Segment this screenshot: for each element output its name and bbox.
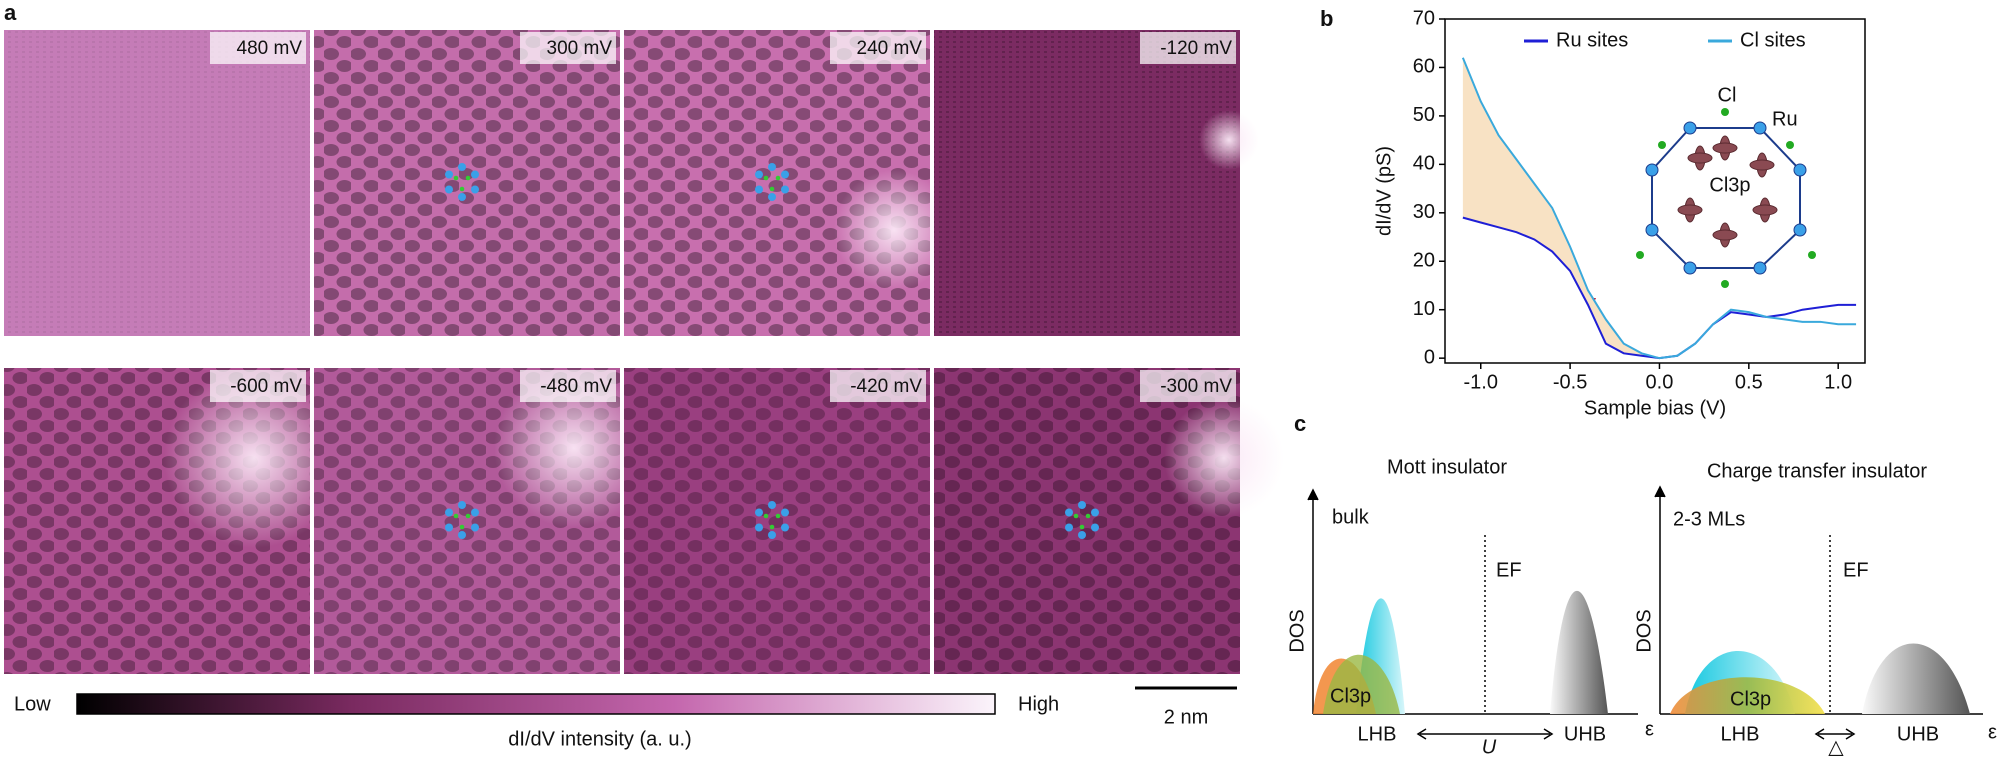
scale-bar-label: 2 nm xyxy=(1164,706,1208,728)
dos-label: DOS xyxy=(1286,609,1308,652)
label-box xyxy=(210,370,306,402)
y-tick-label: 60 xyxy=(1413,56,1435,78)
panel-label: a xyxy=(4,0,17,25)
bright-patch xyxy=(1199,110,1259,170)
ct-schematic xyxy=(1654,485,1983,740)
label-box xyxy=(520,32,616,64)
x-tick-label: -0.5 xyxy=(1553,371,1587,393)
bias-label: -600 mV xyxy=(230,376,302,397)
band-label: LHB xyxy=(1358,723,1397,745)
y-tick-label: 40 xyxy=(1413,153,1435,175)
legend-label: Ru sites xyxy=(1556,29,1628,51)
band-label: Cl3p xyxy=(1330,685,1371,707)
label-box xyxy=(830,370,926,402)
y-tick-label: 50 xyxy=(1413,104,1435,126)
sample-label: 2-3 MLs xyxy=(1673,508,1745,530)
bright-patch xyxy=(1164,398,1284,518)
bias-label: 240 mV xyxy=(857,38,923,59)
label-box xyxy=(830,32,926,64)
bias-label: 300 mV xyxy=(547,38,613,59)
stm-texture xyxy=(624,368,930,674)
x-axis-label: Sample bias (V) xyxy=(1584,397,1726,419)
x-tick-label: 0.0 xyxy=(1646,371,1674,393)
panel-label: b xyxy=(1320,6,1333,31)
energy-label: ε xyxy=(1988,721,1997,743)
bright-patch xyxy=(834,170,954,290)
x-tick-label: -1.0 xyxy=(1464,371,1498,393)
mott-schematic xyxy=(1307,488,1638,740)
colorbar-low: Low xyxy=(14,693,51,715)
bias-label: 480 mV xyxy=(237,38,303,59)
plot-frame xyxy=(1444,18,1866,364)
stm-texture xyxy=(314,30,620,336)
schematic-title: Charge transfer insulator xyxy=(1707,460,1927,482)
bright-patch xyxy=(494,368,654,528)
label-box xyxy=(520,370,616,402)
bias-label: -480 mV xyxy=(540,376,612,397)
sample-label: bulk xyxy=(1332,506,1370,528)
series-line xyxy=(1461,57,1857,360)
inset: Cl Ru Cl3p xyxy=(1636,84,1816,288)
band-label: UHB xyxy=(1564,723,1606,745)
x-tick-label: 1.0 xyxy=(1824,371,1852,393)
legend-label: Cl sites xyxy=(1740,29,1806,51)
fermi-label: EF xyxy=(1843,559,1869,581)
band-label: LHB xyxy=(1721,723,1760,745)
bias-label: -420 mV xyxy=(850,376,922,397)
label-box xyxy=(1140,370,1236,402)
y-tick-label: 10 xyxy=(1413,298,1435,320)
colorbar-label: dI/dV intensity (a. u.) xyxy=(508,728,691,750)
inset-label: Cl xyxy=(1718,84,1737,106)
band-label: UHB xyxy=(1897,723,1939,745)
colorbar-high: High xyxy=(1018,693,1059,715)
difference-fill xyxy=(1462,57,1660,359)
gap-label: △ xyxy=(1828,736,1844,757)
inset-label: Cl3p xyxy=(1709,174,1750,196)
bright-patch xyxy=(164,368,344,548)
bias-label: -300 mV xyxy=(1160,376,1232,397)
y-tick-label: 20 xyxy=(1413,250,1435,272)
colorbar xyxy=(76,693,996,715)
dos-label: DOS xyxy=(1633,609,1655,652)
panel-label: c xyxy=(1294,411,1306,436)
inset-label: Ru xyxy=(1772,108,1798,130)
stm-texture xyxy=(934,30,1240,336)
band-label: Cl3p xyxy=(1730,688,1771,710)
y-tick-label: 0 xyxy=(1424,346,1435,368)
y-axis-label: dI/dV (pS) xyxy=(1373,146,1395,236)
x-tick-label: 0.5 xyxy=(1735,371,1763,393)
bias-label: -120 mV xyxy=(1160,38,1232,59)
fermi-label: EF xyxy=(1496,559,1522,581)
y-tick-label: 70 xyxy=(1413,7,1435,29)
label-box xyxy=(1140,32,1236,64)
schematic-title: Mott insulator xyxy=(1387,456,1507,478)
stm-maps: 480 mV 300 mV 240 mV -120 mV -600 mV -480 mV -… xyxy=(4,30,1284,674)
gap-label: U xyxy=(1482,736,1497,757)
energy-label: ε xyxy=(1645,718,1654,740)
stm-texture xyxy=(4,30,310,336)
y-tick-label: 30 xyxy=(1413,201,1435,223)
label-box xyxy=(210,32,306,64)
